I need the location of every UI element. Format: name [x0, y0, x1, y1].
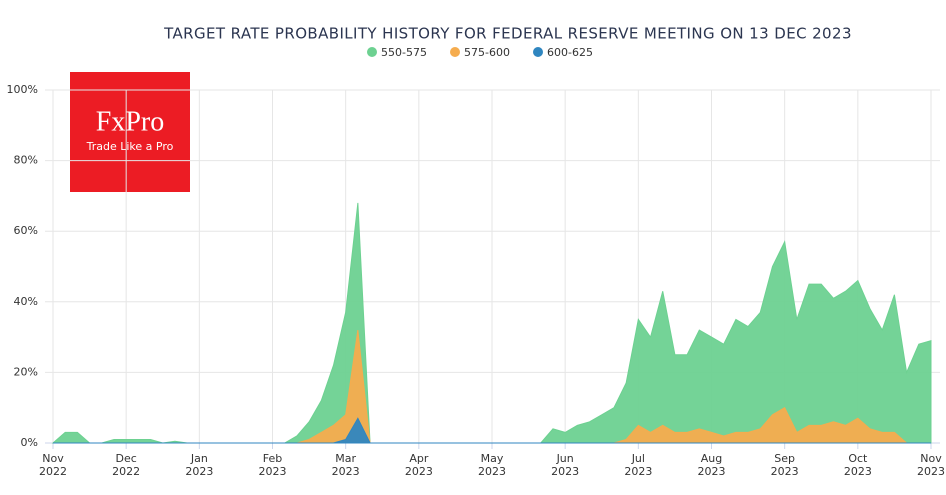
y-tick-label: 20%: [14, 365, 38, 378]
x-tick-label: Nov 2023: [917, 452, 945, 478]
y-tick-label: 100%: [7, 83, 38, 96]
y-tick-label: 40%: [14, 295, 38, 308]
legend-label: 600-625: [547, 46, 593, 59]
x-tick-label: Sep 2023: [770, 452, 799, 478]
legend-marker: [533, 47, 543, 57]
x-tick-label: Dec 2022: [112, 452, 141, 478]
y-tick-label: 60%: [14, 224, 38, 237]
x-tick-label: Oct 2023: [843, 452, 872, 478]
x-tick-label: Jan 2023: [185, 452, 214, 478]
logo-box: [70, 72, 190, 192]
logo-tagline: Trade Like a Pro: [86, 140, 174, 153]
area: [53, 417, 931, 444]
x-tick-label: Jul 2023: [624, 452, 653, 478]
logo-name: FxPro: [96, 106, 164, 137]
y-tick-label: 0%: [21, 436, 38, 449]
x-tick-label: Nov 2022: [39, 452, 67, 478]
y-tick-label: 80%: [14, 154, 38, 167]
x-tick-label: Aug 2023: [697, 452, 726, 478]
legend-label: 550-575: [381, 46, 427, 59]
legend-marker: [367, 47, 377, 57]
x-tick-label: Apr 2023: [404, 452, 433, 478]
x-tick-label: Feb 2023: [258, 452, 287, 478]
x-tick-label: Jun 2023: [551, 452, 580, 478]
x-tick-label: Mar 2023: [331, 452, 360, 478]
chart-title: TARGET RATE PROBABILITY HISTORY FOR FEDE…: [163, 25, 852, 43]
x-tick-label: May 2023: [478, 452, 506, 478]
legend-label: 575-600: [464, 46, 510, 59]
legend-marker: [450, 47, 460, 57]
